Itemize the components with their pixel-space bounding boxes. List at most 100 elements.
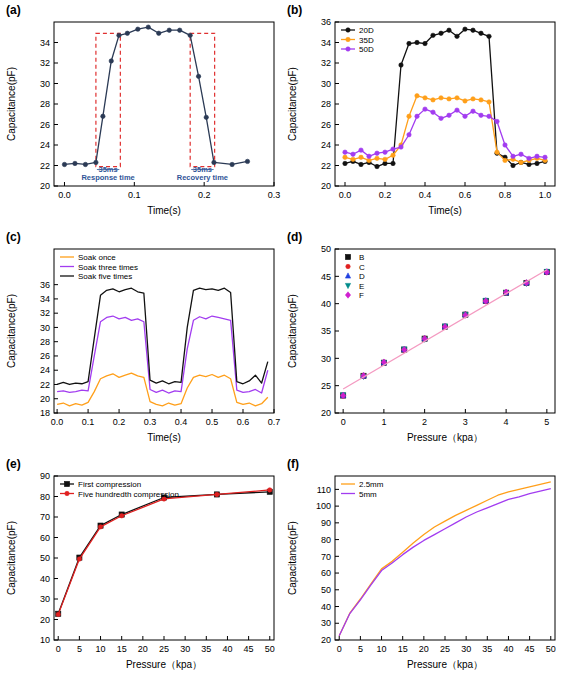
data-point — [391, 147, 395, 151]
x-tick-label: 45 — [244, 644, 254, 654]
x-tick-label: 0 — [337, 644, 342, 654]
series-line — [57, 288, 268, 384]
series-line — [345, 29, 545, 166]
y-tick-label: 26 — [321, 120, 331, 130]
x-tick-label: 0 — [341, 417, 346, 427]
legend-marker — [65, 491, 69, 495]
y-tick — [335, 276, 339, 277]
data-point — [483, 298, 488, 303]
x-axis-label: Pressure（kpa） — [126, 659, 202, 670]
x-tick-label: 0 — [56, 644, 61, 654]
data-point — [383, 150, 387, 154]
data-point — [343, 150, 347, 154]
x-tick-label: 45 — [525, 644, 535, 654]
data-point — [109, 59, 113, 63]
y-tick-label: 28 — [321, 99, 331, 109]
y-tick — [335, 104, 339, 105]
y-tick-label: 32 — [40, 308, 50, 318]
plot-frame — [335, 22, 555, 186]
x-tick — [505, 182, 506, 186]
x-tick — [274, 182, 275, 186]
y-tick — [335, 145, 339, 146]
data-point — [431, 98, 435, 102]
y-tick-label: 40 — [40, 574, 50, 584]
x-tick-label: 30 — [180, 644, 190, 654]
data-point — [83, 162, 87, 166]
data-point — [463, 27, 467, 31]
plot-frame — [54, 249, 274, 413]
x-tick — [424, 409, 425, 413]
legend-label: First compression — [78, 480, 141, 489]
data-point — [439, 96, 443, 100]
plot-data — [339, 482, 551, 636]
y-tick — [335, 42, 339, 43]
data-point — [94, 160, 98, 164]
y-tick-label: 26 — [40, 120, 50, 130]
y-tick-label: 90 — [40, 471, 50, 481]
x-tick — [150, 409, 151, 413]
y-tick — [335, 83, 339, 84]
series-line — [339, 489, 551, 636]
data-point — [527, 156, 531, 160]
y-tick-label: 60 — [321, 568, 331, 578]
panel-label: (d) — [287, 230, 302, 244]
legend-marker — [345, 283, 350, 288]
x-tick — [402, 636, 403, 640]
y-tick — [335, 589, 339, 590]
y-tick — [335, 640, 339, 641]
data-point — [431, 33, 435, 37]
y-tick — [54, 63, 58, 64]
y-tick — [54, 558, 58, 559]
x-tick-label: 1 — [381, 417, 386, 427]
y-tick — [54, 124, 58, 125]
y-tick — [54, 42, 58, 43]
x-tick — [339, 636, 340, 640]
data-point — [125, 31, 129, 35]
time-span — [96, 33, 120, 166]
y-tick — [335, 556, 339, 557]
y-tick — [335, 522, 339, 523]
x-tick-label: 20 — [419, 644, 429, 654]
x-tick — [465, 409, 466, 413]
legend-label: 5mm — [359, 490, 377, 499]
x-tick — [64, 182, 65, 186]
data-point — [245, 159, 249, 163]
data-point — [383, 161, 387, 165]
x-tick-label: 35 — [201, 644, 211, 654]
y-axis-label: Capacitance(pF) — [6, 521, 17, 595]
data-point — [535, 161, 539, 165]
legend-marker — [346, 28, 350, 32]
x-tick — [546, 409, 547, 413]
data-point — [230, 162, 234, 166]
data-point — [359, 155, 363, 159]
y-tick-label: 20 — [321, 635, 331, 645]
x-tick — [100, 636, 101, 640]
y-tick-label: 32 — [40, 58, 50, 68]
x-tick — [243, 409, 244, 413]
data-point — [391, 161, 395, 165]
x-tick — [121, 636, 122, 640]
y-tick — [54, 578, 58, 579]
data-point — [455, 96, 459, 100]
y-tick — [335, 413, 339, 414]
x-tick — [88, 409, 89, 413]
data-point — [447, 28, 451, 32]
data-point — [375, 151, 379, 155]
plot-frame — [54, 22, 274, 186]
data-point — [188, 33, 192, 37]
legend-marker — [345, 273, 350, 278]
y-tick — [54, 476, 58, 477]
x-tick — [248, 636, 249, 640]
panel-label: (e) — [6, 457, 21, 471]
data-point — [119, 512, 124, 517]
y-tick — [54, 83, 58, 84]
y-tick — [335, 165, 339, 166]
y-tick — [54, 398, 58, 399]
legend: 2.5mm5mm — [341, 480, 384, 499]
plot-frame — [54, 476, 274, 640]
data-point — [479, 113, 483, 117]
x-tick — [164, 636, 165, 640]
y-tick-label: 50 — [40, 553, 50, 563]
y-tick-label: 34 — [40, 294, 50, 304]
plot-data — [57, 288, 268, 406]
